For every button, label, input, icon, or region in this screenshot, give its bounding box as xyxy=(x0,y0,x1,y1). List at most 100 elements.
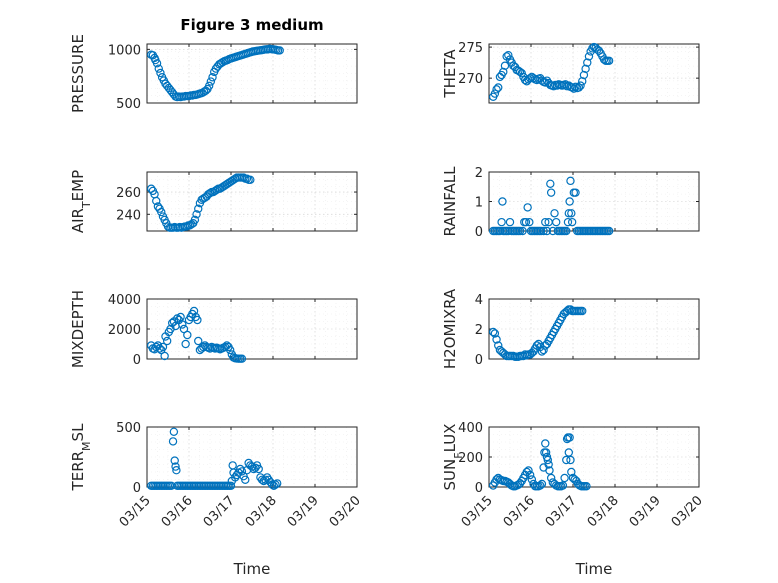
x-tick-label: 03/17 xyxy=(201,493,238,530)
data-point xyxy=(539,226,548,236)
data-point xyxy=(500,61,510,70)
data-point xyxy=(581,64,590,74)
axes-box xyxy=(146,426,358,488)
data-point xyxy=(521,217,531,227)
data-point xyxy=(489,327,498,337)
data-point xyxy=(499,67,508,77)
data-point xyxy=(176,312,185,322)
y-tick-label: 0 xyxy=(133,481,141,496)
y-tick-label: 240 xyxy=(116,208,141,223)
data-point xyxy=(183,330,192,340)
data-point xyxy=(546,188,556,197)
data-point xyxy=(541,439,550,448)
y-axis-label: H2OMIXRA xyxy=(441,288,459,369)
data-point xyxy=(565,433,574,442)
y-tick-label: 275 xyxy=(458,41,483,56)
data-point xyxy=(171,462,180,471)
y-tick-label: 0 xyxy=(133,353,141,368)
y-axis-label: SUNFLUX xyxy=(441,424,465,491)
subplot-sun-flux: 03/15 03/16 03/17 03/18 03/19 03/20 0 200 400SUN… xyxy=(441,421,706,530)
data-point xyxy=(604,226,614,236)
y-tick-label: 200 xyxy=(458,451,483,466)
data-point xyxy=(160,351,169,361)
axes-box xyxy=(146,43,358,104)
x-tick-label: 03/16 xyxy=(501,493,538,530)
data-point xyxy=(226,481,236,490)
data-point xyxy=(560,473,569,483)
data-point xyxy=(578,77,587,86)
data-point xyxy=(524,466,533,475)
x-tick-label: 03/20 xyxy=(327,493,364,530)
data-point xyxy=(169,427,179,436)
data-point xyxy=(525,470,535,480)
y-axis-label: TERRMSL xyxy=(69,423,93,492)
data-point xyxy=(537,479,547,489)
data-point xyxy=(565,197,574,206)
data-point xyxy=(552,217,561,227)
data-point xyxy=(523,203,532,212)
data-point xyxy=(237,354,247,363)
data-point xyxy=(194,336,203,346)
data-point xyxy=(206,77,216,86)
data-point xyxy=(189,306,199,316)
data-point xyxy=(567,217,577,227)
data-point xyxy=(152,59,162,68)
data-point xyxy=(566,176,575,186)
data-point xyxy=(566,455,575,465)
data-point xyxy=(156,68,165,78)
data-point xyxy=(261,475,270,484)
data-point xyxy=(578,306,587,316)
data-point xyxy=(181,339,190,349)
data-point xyxy=(275,46,284,55)
subplot-pressure: 500 1000 PRESSURE xyxy=(69,34,358,113)
y-tick-label: 400 xyxy=(458,421,483,436)
x-tick-label: 03/18 xyxy=(243,493,280,530)
data-point xyxy=(584,52,594,61)
data-point xyxy=(571,188,580,197)
data-point xyxy=(567,467,576,477)
data-point xyxy=(576,81,585,90)
data-point xyxy=(504,50,513,60)
data-point xyxy=(505,217,515,227)
data-point xyxy=(567,209,576,218)
data-point xyxy=(541,78,550,87)
data-point xyxy=(583,58,592,67)
y-axis-label: PRESSURE xyxy=(69,34,87,113)
data-point xyxy=(254,464,263,474)
data-point xyxy=(271,480,280,489)
data-point xyxy=(520,75,530,85)
y-tick-label: 260 xyxy=(116,186,141,201)
data-point xyxy=(208,73,217,82)
data-point xyxy=(194,204,203,213)
data-point xyxy=(225,345,235,355)
y-tick-label: 1 xyxy=(475,196,483,211)
data-point xyxy=(562,226,571,236)
y-tick-label: 500 xyxy=(116,97,141,112)
data-point xyxy=(550,209,559,218)
data-point xyxy=(558,481,568,490)
x-tick-label: 03/20 xyxy=(669,493,706,530)
x-axis-label-right: Time xyxy=(575,560,613,578)
data-point xyxy=(562,455,571,465)
figure-title: Figure 3 medium xyxy=(180,16,323,34)
data-point xyxy=(246,175,255,184)
data-point xyxy=(541,448,551,457)
data-point xyxy=(497,217,506,227)
data-point xyxy=(178,320,187,329)
data-point xyxy=(518,226,527,236)
data-point xyxy=(544,460,553,469)
data-point xyxy=(571,82,580,92)
y-tick-label: 4 xyxy=(475,293,483,308)
data-point xyxy=(237,467,247,476)
subplot-air-temp: 240 260 AIRTEMP xyxy=(69,170,358,233)
data-point xyxy=(492,85,501,94)
y-tick-label: 2 xyxy=(475,166,483,181)
data-point xyxy=(536,226,546,236)
y-tick-label: 2 xyxy=(475,323,483,338)
data-point xyxy=(525,217,534,227)
y-tick-label: 1000 xyxy=(108,43,141,58)
y-axis-label: THETA xyxy=(441,49,459,99)
data-point xyxy=(168,437,178,446)
